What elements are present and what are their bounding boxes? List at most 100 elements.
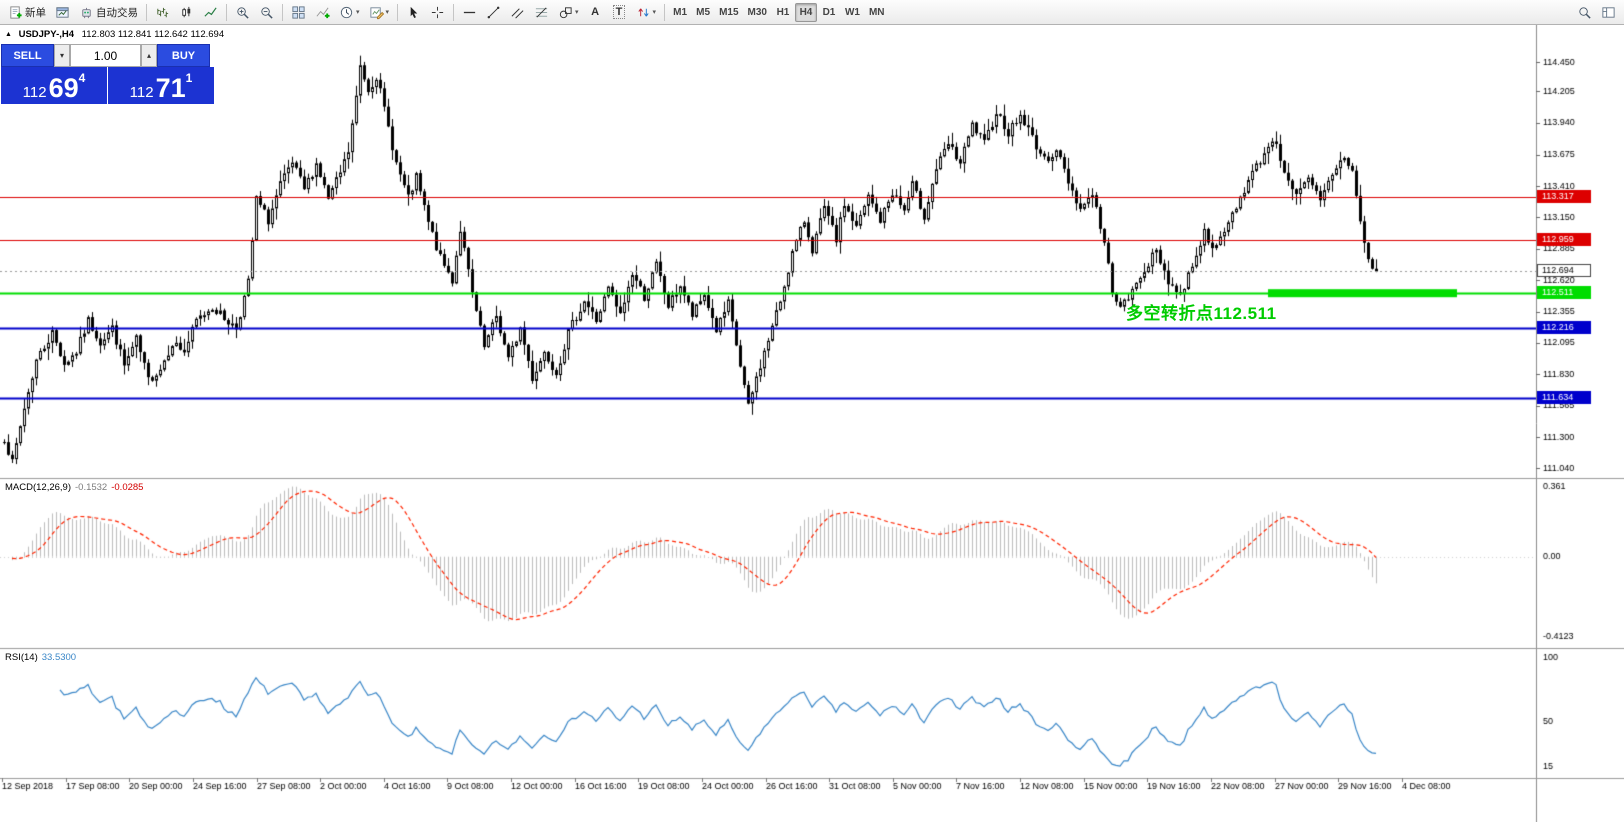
timeframe-m5-button[interactable]: M5 [692, 3, 714, 22]
cursor-button[interactable] [402, 2, 425, 23]
toolbar-separator [282, 3, 283, 21]
volume-increase-button[interactable]: ▴ [141, 44, 157, 67]
rsi-name: RSI(14) [5, 652, 38, 663]
sell-price-sup: 4 [78, 71, 86, 85]
chart-title: ▲ USDJPY-,H4 112.803 112.841 112.642 112… [5, 29, 224, 40]
horizontal-line-icon [463, 11, 476, 13]
pivot-annotation-text: 多空转折点112.511 [1126, 304, 1277, 323]
line-chart-button[interactable] [199, 2, 222, 23]
panels-icon [1602, 6, 1615, 18]
timeframe-m30-button[interactable]: M30 [744, 3, 771, 22]
macd-main-value: -0.1532 [75, 482, 108, 493]
one-click-trading-panel: SELL ▾ ▴ BUY 112 69 4 112 71 1 [1, 44, 214, 104]
new-order-label: 新单 [25, 6, 46, 19]
label-tool-icon: T [612, 5, 626, 19]
chevron-down-icon: ▾ [356, 8, 360, 16]
tile-windows-button[interactable] [287, 2, 310, 23]
crosshair-icon [431, 6, 444, 18]
chart-window-icon [56, 6, 69, 18]
arrows-tool-icon [637, 7, 649, 17]
new-order-button[interactable]: 新单 [4, 2, 50, 23]
buy-button[interactable]: BUY [157, 44, 210, 67]
zoom-in-button[interactable] [231, 2, 254, 23]
price-chart-canvas[interactable] [0, 25, 1624, 822]
toolbar-right-group [1573, 2, 1620, 23]
timeframe-w1-button[interactable]: W1 [841, 3, 864, 22]
fibonacci-button[interactable] [530, 2, 553, 23]
timeframe-m1-button[interactable]: M1 [669, 3, 691, 22]
timeframe-m15-button[interactable]: M15 [715, 3, 742, 22]
line-chart-icon [204, 6, 217, 17]
chevron-down-icon: ▾ [575, 8, 579, 16]
auto-trading-icon [82, 7, 91, 18]
candlestick-chart-icon [182, 6, 191, 17]
panels-button[interactable] [1597, 2, 1620, 23]
text-tool-button[interactable]: A [584, 2, 607, 23]
chevron-down-icon: ▾ [652, 8, 657, 16]
templates-button[interactable]: ▾ [365, 2, 394, 23]
trade-prices-row: 112 69 4 112 71 1 [1, 67, 214, 104]
buy-price-big: 71 [155, 73, 186, 104]
shapes-button[interactable]: ▾ [554, 2, 583, 23]
zoom-in-icon [237, 6, 249, 19]
toolbar-separator [146, 3, 147, 21]
text-tool-icon: A [591, 6, 600, 18]
rsi-indicator-label: RSI(14) 33.5300 [5, 652, 76, 663]
trendline-icon [487, 6, 500, 18]
add-indicator-button[interactable] [311, 2, 334, 23]
channel-icon [511, 7, 524, 18]
timeframe-mn-button[interactable]: MN [865, 3, 889, 22]
toolbar-separator [664, 3, 666, 21]
macd-signal-value: -0.0285 [111, 482, 144, 493]
search-icon [1579, 6, 1591, 19]
toolbar-separator [453, 3, 455, 21]
bar-chart-icon [157, 7, 169, 17]
toolbar-separator [397, 3, 399, 21]
crosshair-button[interactable] [426, 2, 449, 23]
auto-trading-label: 自动交易 [96, 6, 138, 19]
arrows-tool-button[interactable]: ▾ [632, 2, 661, 23]
timeframe-h1-button[interactable]: H1 [772, 3, 794, 22]
search-button[interactable] [1573, 2, 1596, 23]
chart-collapse-icon: ▲ [5, 31, 12, 38]
macd-name: MACD(12,26,9) [5, 482, 71, 493]
trendline-button[interactable] [482, 2, 505, 23]
sell-price-base: 112 [22, 84, 47, 101]
add-indicator-icon [316, 7, 330, 18]
horizontal-line-button[interactable] [458, 2, 481, 23]
zoom-out-button[interactable] [255, 2, 278, 23]
macd-indicator-label: MACD(12,26,9) -0.1532 -0.0285 [5, 482, 143, 493]
shapes-icon [559, 6, 572, 18]
bar-chart-button[interactable] [151, 2, 174, 23]
volume-decrease-button[interactable]: ▾ [54, 44, 70, 67]
auto-trading-button[interactable]: 自动交易 [75, 2, 142, 23]
toolbar-separator [226, 3, 227, 21]
chevron-down-icon: ▾ [385, 8, 390, 16]
sell-price-big: 69 [48, 73, 79, 104]
template-icon [369, 6, 384, 19]
periods-button[interactable]: ▾ [335, 2, 364, 23]
main-toolbar: 新单 自动交易 [0, 0, 1624, 25]
fibonacci-icon [535, 6, 548, 18]
trade-controls-row: SELL ▾ ▴ BUY [1, 44, 214, 67]
buy-price-button[interactable]: 112 71 1 [108, 67, 214, 104]
buy-price-sup: 1 [185, 71, 193, 85]
cursor-icon [410, 6, 418, 18]
rsi-value: 33.5300 [41, 652, 77, 663]
chart-window-button[interactable] [51, 2, 74, 23]
sell-price-button[interactable]: 112 69 4 [1, 67, 107, 104]
channel-button[interactable] [506, 2, 529, 23]
volume-input[interactable] [70, 44, 141, 67]
timeframe-d1-button[interactable]: D1 [818, 3, 840, 22]
zoom-out-icon [261, 6, 273, 19]
candlestick-chart-button[interactable] [175, 2, 198, 23]
tile-windows-icon [292, 5, 305, 19]
label-tool-button[interactable]: T [608, 2, 631, 23]
chart-ohlc-values: 112.803 112.841 112.642 112.694 [81, 29, 225, 40]
buy-price-base: 112 [129, 84, 154, 101]
timeframe-h4-button[interactable]: H4 [794, 2, 817, 22]
new-order-icon [10, 5, 22, 19]
sell-button[interactable]: SELL [1, 44, 54, 67]
chart-symbol-period: USDJPY-,H4 [18, 29, 75, 40]
